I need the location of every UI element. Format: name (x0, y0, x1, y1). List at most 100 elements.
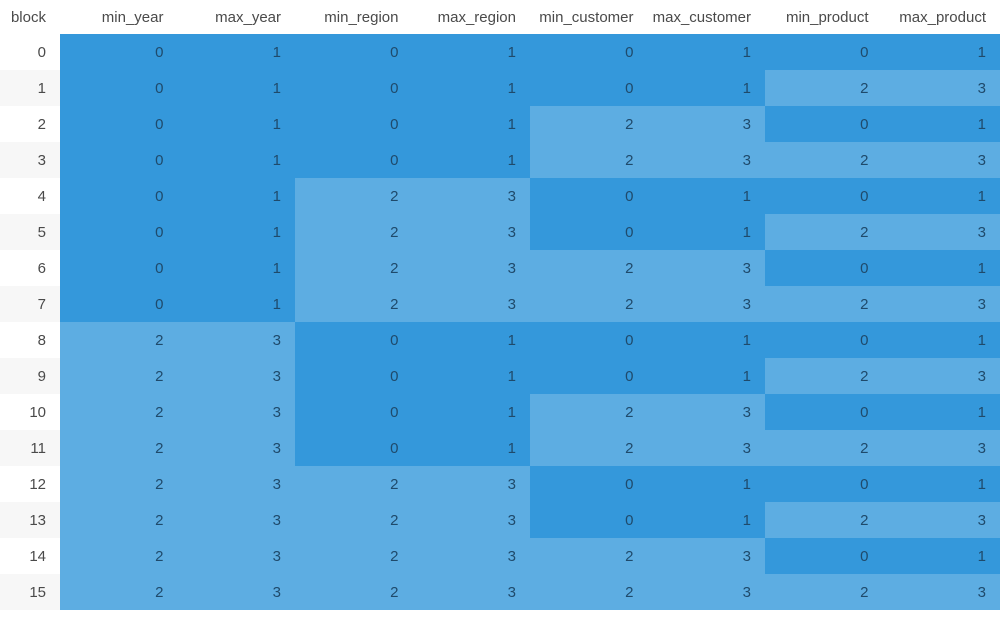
cell-min_product: 0 (765, 178, 883, 214)
cell-min_region: 0 (295, 106, 413, 142)
zonemap-table: blockmin_yearmax_yearmin_regionmax_regio… (0, 0, 1000, 610)
cell-max_year: 1 (178, 70, 296, 106)
cell-min_region: 0 (295, 34, 413, 70)
cell-min_region: 2 (295, 466, 413, 502)
table-row: 1323230123 (0, 502, 1000, 538)
cell-min_region: 0 (295, 322, 413, 358)
cell-max_customer: 1 (648, 322, 766, 358)
cell-min_product: 2 (765, 142, 883, 178)
table-row: 1523232323 (0, 574, 1000, 610)
cell-min_year: 2 (60, 502, 178, 538)
cell-min_product: 2 (765, 358, 883, 394)
cell-max_customer: 3 (648, 538, 766, 574)
cell-max_year: 3 (178, 574, 296, 610)
table-row: 1023012301 (0, 394, 1000, 430)
cell-max_product: 1 (883, 178, 1000, 214)
cell-max_product: 3 (883, 214, 1000, 250)
cell-max_customer: 3 (648, 250, 766, 286)
cell-max_region: 1 (413, 106, 531, 142)
cell-max_customer: 1 (648, 502, 766, 538)
cell-max_region: 1 (413, 34, 531, 70)
col-block: block (0, 0, 60, 34)
cell-max_year: 3 (178, 502, 296, 538)
cell-min_year: 0 (60, 250, 178, 286)
cell-min_product: 0 (765, 250, 883, 286)
cell-max_product: 3 (883, 358, 1000, 394)
table-row: 1123012323 (0, 430, 1000, 466)
cell-max_year: 3 (178, 358, 296, 394)
cell-min_year: 0 (60, 286, 178, 322)
cell-max_region: 1 (413, 322, 531, 358)
cell-max_year: 3 (178, 322, 296, 358)
cell-min_year: 0 (60, 142, 178, 178)
cell-max_product: 3 (883, 286, 1000, 322)
cell-min_year: 2 (60, 574, 178, 610)
cell-max_product: 1 (883, 250, 1000, 286)
cell-max_product: 1 (883, 106, 1000, 142)
cell-min_year: 0 (60, 34, 178, 70)
cell-min_region: 0 (295, 430, 413, 466)
block-index-cell: 14 (0, 538, 60, 574)
cell-min_region: 2 (295, 286, 413, 322)
block-index-cell: 0 (0, 34, 60, 70)
cell-min_region: 0 (295, 142, 413, 178)
col-max_region: max_region (413, 0, 531, 34)
cell-min_year: 0 (60, 178, 178, 214)
cell-max_customer: 3 (648, 286, 766, 322)
cell-min_region: 2 (295, 574, 413, 610)
cell-min_region: 2 (295, 502, 413, 538)
block-index-cell: 12 (0, 466, 60, 502)
cell-min_product: 0 (765, 34, 883, 70)
cell-max_product: 3 (883, 70, 1000, 106)
cell-min_customer: 0 (530, 502, 648, 538)
cell-max_region: 1 (413, 430, 531, 466)
cell-min_product: 2 (765, 574, 883, 610)
cell-min_region: 0 (295, 394, 413, 430)
cell-min_product: 0 (765, 466, 883, 502)
cell-max_region: 3 (413, 178, 531, 214)
cell-min_region: 2 (295, 214, 413, 250)
cell-max_customer: 3 (648, 394, 766, 430)
cell-max_year: 1 (178, 178, 296, 214)
cell-min_customer: 2 (530, 286, 648, 322)
cell-max_region: 3 (413, 214, 531, 250)
cell-min_customer: 2 (530, 394, 648, 430)
cell-max_product: 3 (883, 142, 1000, 178)
cell-max_customer: 1 (648, 70, 766, 106)
cell-min_product: 0 (765, 394, 883, 430)
cell-min_product: 2 (765, 70, 883, 106)
cell-max_year: 1 (178, 214, 296, 250)
cell-max_region: 1 (413, 70, 531, 106)
cell-max_product: 1 (883, 394, 1000, 430)
cell-min_region: 2 (295, 250, 413, 286)
table-row: 401230101 (0, 178, 1000, 214)
cell-max_region: 1 (413, 394, 531, 430)
cell-max_year: 1 (178, 250, 296, 286)
block-index-cell: 3 (0, 142, 60, 178)
block-index-cell: 11 (0, 430, 60, 466)
cell-max_customer: 3 (648, 430, 766, 466)
block-index-cell: 2 (0, 106, 60, 142)
cell-max_region: 3 (413, 466, 531, 502)
cell-max_region: 3 (413, 502, 531, 538)
block-index-cell: 8 (0, 322, 60, 358)
cell-min_product: 2 (765, 286, 883, 322)
block-index-cell: 5 (0, 214, 60, 250)
cell-min_year: 2 (60, 538, 178, 574)
cell-max_region: 3 (413, 538, 531, 574)
cell-min_product: 2 (765, 502, 883, 538)
cell-max_region: 3 (413, 250, 531, 286)
cell-min_year: 0 (60, 70, 178, 106)
cell-min_product: 0 (765, 322, 883, 358)
col-min_year: min_year (60, 0, 178, 34)
cell-min_customer: 0 (530, 322, 648, 358)
cell-max_product: 3 (883, 502, 1000, 538)
table-row: 1423232301 (0, 538, 1000, 574)
cell-max_product: 1 (883, 466, 1000, 502)
block-index-cell: 6 (0, 250, 60, 286)
col-min_region: min_region (295, 0, 413, 34)
table-row: 701232323 (0, 286, 1000, 322)
cell-max_product: 3 (883, 574, 1000, 610)
col-max_product: max_product (883, 0, 1000, 34)
cell-max_product: 3 (883, 430, 1000, 466)
